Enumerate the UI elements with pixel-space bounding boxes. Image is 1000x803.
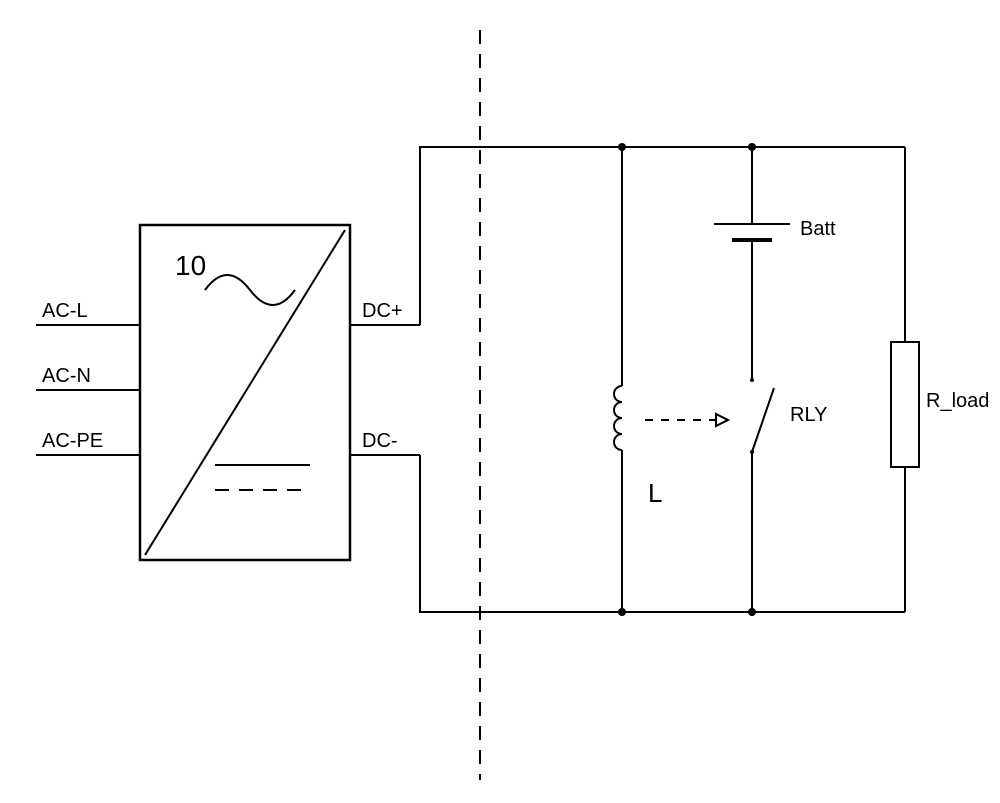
ac-l-label: AC-L	[42, 300, 88, 323]
inductor-label: L	[648, 478, 662, 509]
control-arrowhead	[716, 414, 728, 426]
rload-label: R_load	[926, 390, 989, 413]
rly-blade	[752, 388, 774, 452]
ac-pe-label: AC-PE	[42, 430, 103, 453]
dc-minus-label: DC-	[362, 430, 398, 453]
rly-top-contact	[750, 378, 754, 382]
rly-label: RLY	[790, 404, 827, 427]
circuit-svg	[0, 0, 1000, 798]
node-top-rly	[748, 143, 756, 151]
rload-box	[891, 342, 919, 467]
dc-plus-label: DC+	[362, 300, 403, 323]
batt-label: Batt	[800, 218, 836, 241]
ac-n-label: AC-N	[42, 365, 91, 388]
node-bot-l	[618, 608, 626, 616]
sine-icon	[205, 275, 295, 305]
converter-id-label: 10	[175, 250, 206, 282]
circuit-diagram: 10 AC-L AC-N AC-PE DC+ DC- Batt RLY L R_…	[0, 0, 1000, 798]
node-top-l	[618, 143, 626, 151]
node-bot-rly	[748, 608, 756, 616]
dc-minus-bus	[420, 455, 905, 612]
inductor-coil	[614, 386, 622, 450]
